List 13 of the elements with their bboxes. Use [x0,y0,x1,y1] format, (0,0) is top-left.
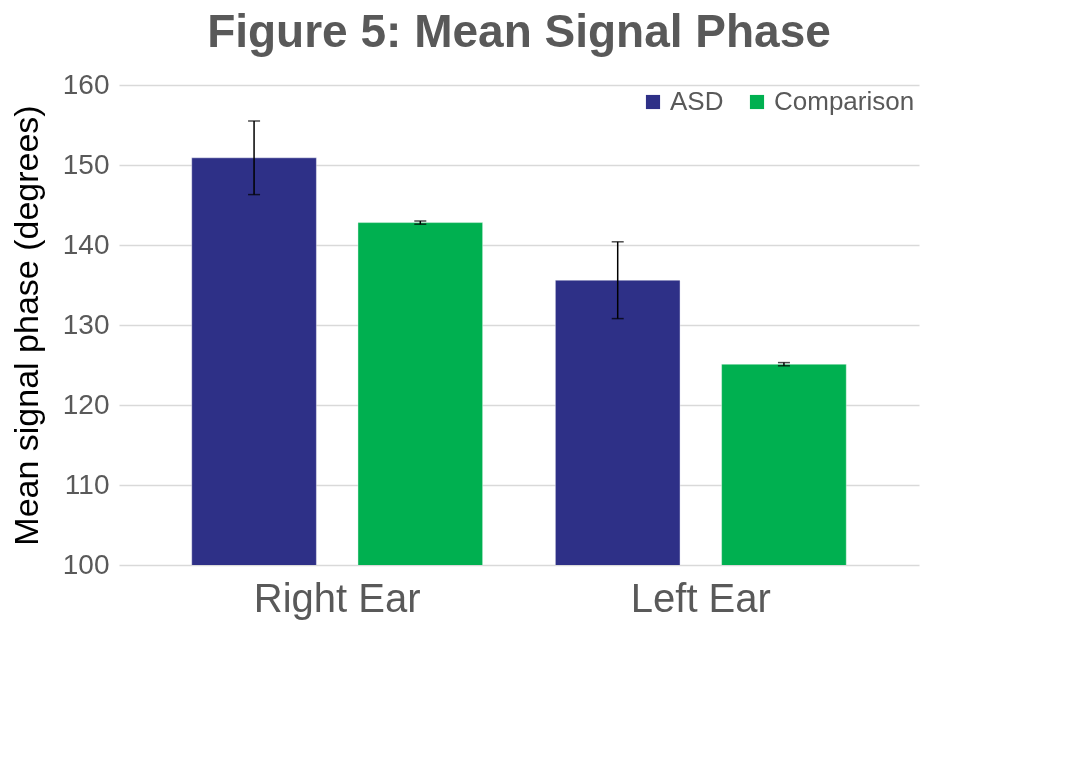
y-tick-label: 120 [62,388,110,420]
chart-title: Figure 5: Mean Signal Phase [207,5,831,57]
y-tick-label: 130 [62,308,110,340]
y-tick-label: 100 [62,548,110,580]
legend-label: ASD [670,86,724,116]
y-tick-label: 140 [62,228,110,260]
x-tick-label: Left Ear [630,575,771,620]
y-axis-title: Mean signal phase (degrees) [6,105,45,546]
legend-label: Comparison [774,86,915,116]
y-tick-label: 160 [62,68,110,100]
y-tick-label: 150 [62,148,110,180]
y-tick-label: 110 [64,468,110,500]
x-tick-label: Right Ear [253,575,421,620]
